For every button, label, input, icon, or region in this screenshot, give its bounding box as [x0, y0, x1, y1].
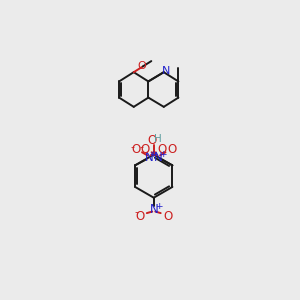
Text: O: O — [135, 210, 145, 223]
Text: -: - — [130, 142, 134, 152]
Text: O: O — [148, 134, 157, 147]
Text: -: - — [140, 142, 144, 152]
Text: O: O — [131, 143, 140, 157]
Text: N: N — [145, 151, 153, 164]
Text: +: + — [149, 150, 157, 159]
Text: O: O — [167, 143, 176, 157]
Text: H: H — [154, 134, 161, 144]
Text: O: O — [141, 143, 150, 157]
Text: -: - — [134, 207, 138, 217]
Text: +: + — [159, 150, 166, 159]
Text: +: + — [154, 202, 162, 211]
Text: N: N — [150, 203, 159, 216]
Text: N: N — [162, 66, 170, 76]
Text: O: O — [163, 210, 172, 223]
Text: N: N — [154, 151, 163, 164]
Text: O: O — [138, 61, 146, 71]
Text: O: O — [158, 143, 167, 157]
